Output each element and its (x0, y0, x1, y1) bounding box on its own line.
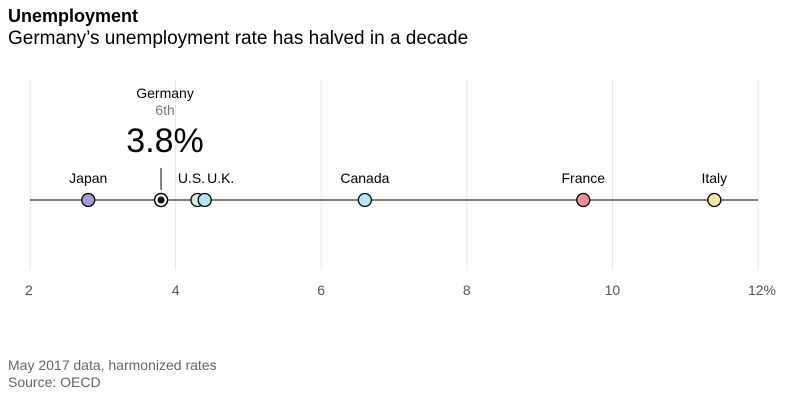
country-label-italy: Italy (701, 170, 727, 186)
dot-italy (707, 192, 722, 208)
chart-subtitle: Germany’s unemployment rate has halved i… (8, 28, 469, 49)
country-label-uk: U.K. (207, 170, 234, 186)
country-label-us: U.S. (178, 170, 205, 186)
tick-label-8: 8 (463, 282, 471, 298)
dot-japan (81, 192, 96, 208)
chart-footer: May 2017 data, harmonized rates Source: … (8, 357, 217, 391)
grid-lines (29, 80, 759, 270)
tick-label-10: 10 (605, 282, 621, 298)
chart-title: Unemployment (8, 6, 139, 26)
dot-canada (357, 192, 373, 208)
tick-labels: 2 4 6 8 10 12% (25, 282, 776, 298)
country-label-france: France (561, 170, 605, 186)
tick-label-6: 6 (317, 282, 325, 298)
highlight-callout: Germany 6th 3.8% (126, 85, 204, 190)
dot-uk (197, 192, 212, 208)
footer-note: May 2017 data, harmonized rates (8, 357, 217, 373)
tick-label-4: 4 (172, 282, 180, 298)
dot-france (576, 192, 591, 208)
tick-label-12pct: 12% (748, 282, 776, 298)
country-label-canada: Canada (340, 170, 389, 186)
tick-label-2: 2 (25, 282, 33, 298)
country-dots (81, 192, 722, 208)
highlight-country-label: Germany (136, 85, 194, 101)
footer-source: Source: OECD (8, 374, 101, 390)
country-label-japan: Japan (69, 170, 107, 186)
highlight-value-label: 3.8% (126, 122, 204, 160)
dot-germany (157, 196, 165, 204)
highlight-rank-label: 6th (155, 102, 174, 118)
country-labels: Japan U.S. U.K. Canada France Italy (69, 170, 727, 186)
